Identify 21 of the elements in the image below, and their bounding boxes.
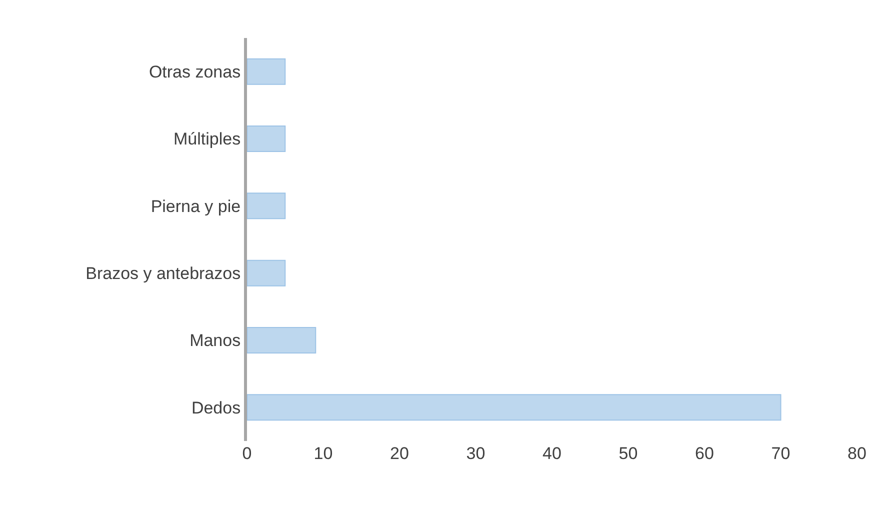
bar [247,260,286,286]
y-tick-label: Dedos [191,398,241,418]
bar [247,326,316,354]
bar [247,394,782,421]
x-tick-label: 30 [466,444,486,463]
y-tick-label: Pierna y pie [150,196,241,216]
y-tick-label: Múltiples [174,130,241,149]
bar [247,58,286,85]
bar [247,192,286,220]
y-tick-label: Brazos y antebrazos [86,264,241,284]
x-tick-label: 0 [242,444,252,463]
x-tick-label: 80 [848,444,866,463]
x-tick-label: 70 [771,444,790,463]
y-tick-label: Otras zonas [148,62,241,82]
x-tick-label: 40 [542,444,562,463]
x-tick-label: 10 [314,444,333,463]
y-tick-label: Manos [190,331,241,350]
x-tick-label: 20 [390,444,409,463]
x-tick-label: 50 [618,444,638,463]
x-tick-label: 60 [695,444,714,463]
bar [247,125,286,152]
